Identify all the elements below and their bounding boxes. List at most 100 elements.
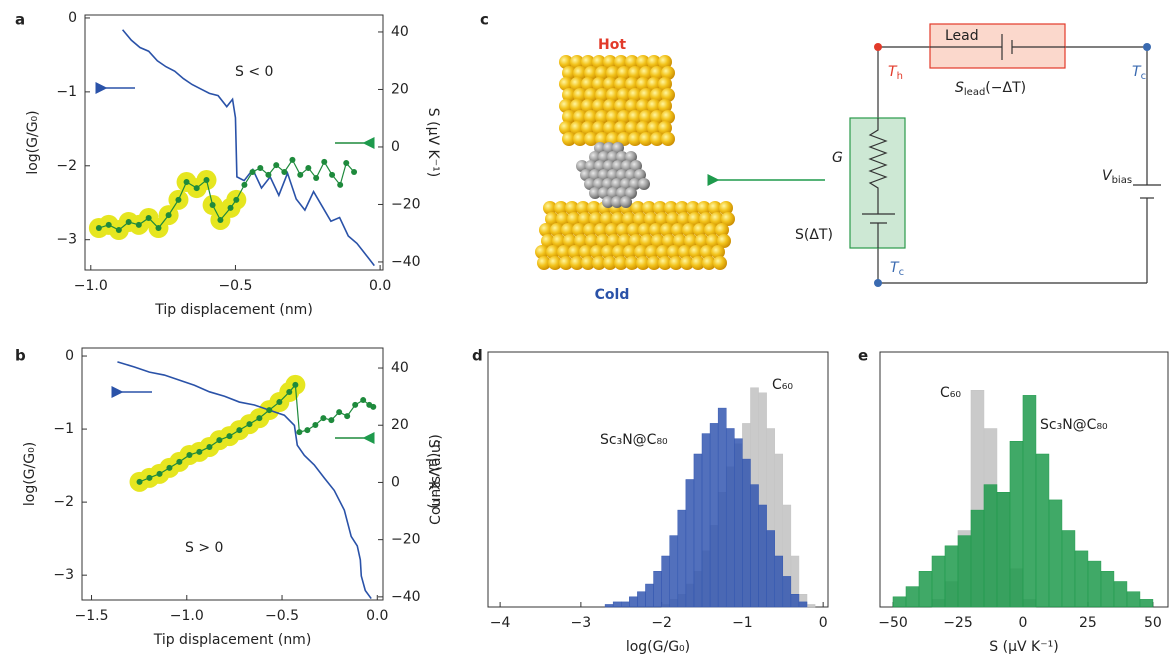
carbon-cage-atom xyxy=(616,187,628,199)
gold-atom xyxy=(596,234,610,248)
gold-atom xyxy=(573,132,587,146)
panel-label: b xyxy=(15,347,26,365)
gold-atom xyxy=(556,212,570,226)
x-tick-label: −1.0 xyxy=(74,278,108,294)
gold-atom xyxy=(561,223,575,237)
symbol: T xyxy=(888,64,898,80)
x-axis-label: Tip displacement (nm) xyxy=(153,632,312,648)
data-point xyxy=(209,202,216,209)
carbon-cage-atom xyxy=(580,169,592,181)
gold-atom xyxy=(647,77,661,91)
series-label: Sc₃N@C₈₀ xyxy=(600,432,668,448)
data-point xyxy=(286,389,293,396)
hot-temperature: Th xyxy=(888,64,903,82)
gold-atom xyxy=(625,77,639,91)
carbon-cage-atom xyxy=(634,169,646,181)
histogram-bar xyxy=(742,458,751,608)
gold-atom xyxy=(658,77,672,91)
carbon-cage-atom xyxy=(607,151,619,163)
gold-atom xyxy=(570,55,584,69)
gold-atom xyxy=(543,201,557,215)
lead-label: Lead xyxy=(945,28,979,44)
gold-atom xyxy=(645,245,659,259)
gold-atom xyxy=(636,256,650,270)
gold-atom xyxy=(603,256,617,270)
carbon-cage-atom xyxy=(612,142,624,154)
data-point xyxy=(256,415,263,422)
data-point xyxy=(236,427,243,434)
molecule-junction xyxy=(535,55,735,270)
x-tick-label: −25 xyxy=(943,615,973,631)
data-point xyxy=(305,164,312,171)
annotation: S > 0 xyxy=(185,540,223,556)
gold-atom xyxy=(667,245,681,259)
cold-label: Cold xyxy=(595,287,630,303)
gold-atom xyxy=(636,55,650,69)
carbon-cage-atom xyxy=(589,187,601,199)
gold-atom xyxy=(650,132,664,146)
x-axis-label: S (μV K⁻¹) xyxy=(989,639,1058,655)
gold-atom xyxy=(616,223,630,237)
gold-atom xyxy=(611,212,625,226)
gold-atom xyxy=(650,88,664,102)
gold-atom xyxy=(592,256,606,270)
gold-atom xyxy=(537,256,551,270)
gold-atom xyxy=(639,110,653,124)
gold-atom xyxy=(578,212,592,226)
histogram-bar xyxy=(774,555,784,608)
carbon-cage-atom xyxy=(584,178,596,190)
resistor xyxy=(868,118,888,214)
gold-atom xyxy=(559,99,573,113)
gold-atom xyxy=(695,234,709,248)
symbol: S xyxy=(955,80,964,96)
histogram-bar xyxy=(1009,441,1024,608)
gold-atom xyxy=(715,223,729,237)
gold-atom xyxy=(584,88,598,102)
carbon-cage-atom xyxy=(612,160,624,172)
gold-atom xyxy=(708,201,722,215)
gold-atom xyxy=(574,234,588,248)
gold-atom xyxy=(634,245,648,259)
lead-box xyxy=(929,23,1066,69)
carbon-cage-atom xyxy=(616,151,628,163)
data-point xyxy=(249,168,256,175)
cold-temperature: Tc xyxy=(890,260,904,278)
annotation: S < 0 xyxy=(235,64,273,80)
gold-atom xyxy=(669,256,683,270)
gold-atom xyxy=(545,212,559,226)
plot-frame xyxy=(84,14,384,271)
histogram-bar xyxy=(905,586,920,608)
circuit xyxy=(707,23,1161,287)
data-point xyxy=(266,407,273,414)
gold-atom xyxy=(594,223,608,237)
gold-atom xyxy=(702,256,716,270)
x-tick-label: 0 xyxy=(1018,615,1027,631)
gold-atom xyxy=(573,110,587,124)
data-point xyxy=(186,451,193,458)
gold-atom xyxy=(562,110,576,124)
gold-atom xyxy=(570,77,584,91)
y2-tick-label: 40 xyxy=(391,24,409,40)
data-point xyxy=(146,474,153,481)
gold-atom xyxy=(678,245,692,259)
gold-atom xyxy=(617,66,631,80)
gold-atom xyxy=(567,212,581,226)
gold-atom xyxy=(628,110,642,124)
gold-atom xyxy=(693,223,707,237)
data-point xyxy=(351,168,358,175)
gold-atom xyxy=(606,110,620,124)
y2-tick-label: 20 xyxy=(391,417,409,433)
data-point xyxy=(297,171,304,178)
gold-atom xyxy=(605,223,619,237)
gold-atom xyxy=(636,77,650,91)
gold-atom xyxy=(592,77,606,91)
gold-atom xyxy=(584,110,598,124)
gold-atom xyxy=(661,110,675,124)
data-point xyxy=(155,225,162,232)
carbon-cage-atom xyxy=(638,178,650,190)
gold-atom xyxy=(617,110,631,124)
gold-atom xyxy=(548,256,562,270)
y-axis-label: log(G/G₀) xyxy=(22,442,38,506)
histogram-bar xyxy=(996,492,1011,608)
